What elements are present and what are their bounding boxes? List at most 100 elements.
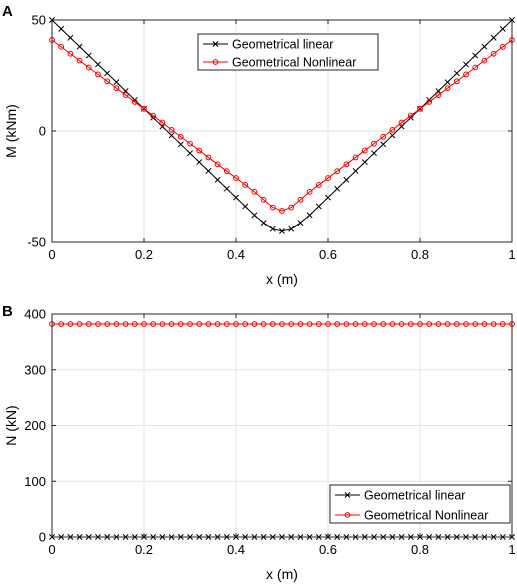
data-point: [380, 141, 387, 148]
data-point: [334, 168, 341, 175]
data-point: [242, 321, 249, 327]
data-point: [334, 321, 341, 327]
data-point: [499, 43, 506, 50]
data-point: [343, 321, 350, 327]
y-tick-label: 100: [24, 474, 46, 489]
data-point: [380, 321, 387, 327]
data-point: [453, 78, 460, 85]
data-point: [490, 50, 497, 57]
data-point: [104, 321, 111, 327]
x-tick-label: 0.2: [135, 542, 153, 557]
legend-label: Geometrical Nonlinear: [232, 56, 356, 70]
legend-label: Geometrical linear: [364, 489, 465, 503]
y-tick-label: 0: [39, 530, 46, 545]
data-point: [490, 34, 497, 41]
data-point: [168, 126, 175, 133]
data-point: [85, 321, 92, 327]
x-tick-label: 0.6: [319, 247, 337, 262]
data-point: [214, 161, 221, 168]
y-axis-label: M (kNm): [3, 104, 19, 158]
data-point: [398, 321, 405, 327]
data-point: [315, 182, 322, 188]
data-point: [159, 119, 166, 126]
legend-marker: [212, 59, 219, 65]
data-point: [141, 105, 147, 112]
data-point: [444, 321, 451, 327]
data-point: [177, 321, 184, 327]
data-point: [168, 321, 175, 327]
y-axis-label: N (kN): [3, 405, 19, 445]
x-tick-label: 0.2: [135, 247, 153, 262]
data-point: [435, 321, 442, 327]
data-point: [104, 70, 111, 77]
data-point: [306, 321, 313, 327]
data-point: [417, 105, 423, 112]
data-point: [472, 64, 479, 71]
y-tick-label: 50: [32, 13, 46, 28]
data-point: [352, 168, 359, 174]
data-point: [371, 150, 377, 157]
data-point: [306, 212, 313, 219]
data-point: [122, 92, 129, 98]
data-point: [104, 78, 111, 85]
data-point: [453, 321, 460, 327]
data-point: [325, 194, 331, 201]
data-point: [279, 227, 285, 234]
data-point: [76, 321, 83, 327]
data-point: [223, 185, 230, 192]
data-point: [141, 321, 147, 327]
data-point: [297, 220, 304, 227]
panel-b: B 0 0.2 0.4 0.6 0.8 1 0 100 200 300 400 x (m) N (kN) G…: [2, 303, 516, 582]
data-point: [260, 220, 267, 227]
data-point: [233, 194, 239, 201]
series-geometrical-nonlinear: [49, 37, 515, 214]
data-point: [223, 168, 230, 175]
data-point: [251, 321, 258, 327]
x-tick-label: 0.6: [319, 542, 337, 557]
data-point: [205, 321, 212, 327]
data-point: [417, 321, 423, 327]
data-point: [168, 132, 175, 139]
data-point: [435, 92, 442, 98]
data-point: [315, 203, 322, 210]
data-point: [95, 321, 101, 327]
data-point: [389, 126, 396, 133]
x-tick-label: 0.4: [227, 542, 245, 557]
data-point: [325, 175, 331, 181]
data-point: [260, 196, 267, 203]
data-point: [269, 204, 276, 211]
data-point: [306, 188, 313, 195]
data-point: [233, 321, 239, 327]
data-point: [481, 321, 488, 327]
data-point: [463, 71, 469, 78]
data-point: [407, 112, 414, 119]
data-point: [214, 176, 221, 183]
data-point: [95, 61, 101, 68]
data-point: [150, 112, 157, 119]
data-point: [177, 141, 184, 148]
data-point: [58, 43, 65, 50]
data-point: [297, 321, 304, 327]
data-point: [352, 321, 359, 327]
data-point: [297, 196, 304, 203]
legend-item: Geometrical linear: [335, 489, 465, 503]
data-point: [187, 140, 193, 147]
data-point: [472, 321, 479, 327]
legend-label: Geometrical linear: [232, 38, 333, 52]
data-point: [242, 182, 249, 188]
data-point: [67, 34, 74, 41]
data-point: [389, 132, 396, 139]
data-point: [76, 43, 83, 50]
data-point: [334, 185, 341, 192]
data-point: [279, 208, 285, 214]
data-point: [343, 161, 350, 168]
x-tick-label: 0.8: [411, 247, 429, 262]
data-point: [453, 70, 460, 77]
x-tick-label: 1: [508, 247, 515, 262]
data-point: [196, 159, 203, 166]
data-point: [269, 321, 276, 327]
data-point: [361, 159, 368, 166]
data-point: [233, 175, 239, 181]
y-tick-label: 400: [24, 307, 46, 322]
